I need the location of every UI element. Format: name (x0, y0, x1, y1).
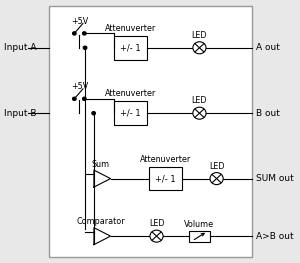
Text: B out: B out (256, 109, 280, 118)
Text: +/- 1: +/- 1 (121, 43, 141, 52)
Text: +5V: +5V (71, 82, 88, 91)
Circle shape (83, 46, 87, 49)
Text: LED: LED (149, 219, 164, 228)
Text: Attenuverter: Attenuverter (105, 24, 156, 33)
Text: LED: LED (209, 162, 224, 171)
Text: Attenuverter: Attenuverter (140, 155, 191, 164)
Text: A>B out: A>B out (256, 232, 293, 241)
Circle shape (73, 97, 76, 100)
Text: Volume: Volume (184, 220, 214, 229)
FancyBboxPatch shape (114, 36, 147, 59)
FancyBboxPatch shape (49, 6, 252, 257)
Circle shape (82, 32, 86, 35)
Text: LED: LED (192, 31, 207, 40)
FancyBboxPatch shape (114, 102, 147, 125)
Text: SUM out: SUM out (256, 174, 293, 183)
Circle shape (73, 32, 76, 35)
Text: Sum: Sum (92, 160, 110, 169)
Text: +/- 1: +/- 1 (121, 109, 141, 118)
Circle shape (210, 173, 223, 185)
Text: Input B: Input B (4, 109, 36, 118)
Text: LED: LED (192, 96, 207, 105)
Text: Attenuverter: Attenuverter (105, 89, 156, 98)
Circle shape (82, 97, 86, 100)
FancyBboxPatch shape (149, 167, 182, 190)
Text: A out: A out (256, 43, 280, 52)
FancyBboxPatch shape (189, 231, 210, 242)
Text: +/- 1: +/- 1 (155, 174, 176, 183)
Circle shape (193, 42, 206, 54)
Text: +5V: +5V (71, 17, 88, 26)
Circle shape (150, 230, 163, 242)
Text: Comparator: Comparator (76, 217, 125, 226)
Circle shape (193, 107, 206, 119)
Circle shape (92, 112, 95, 115)
Text: Input A: Input A (4, 43, 36, 52)
